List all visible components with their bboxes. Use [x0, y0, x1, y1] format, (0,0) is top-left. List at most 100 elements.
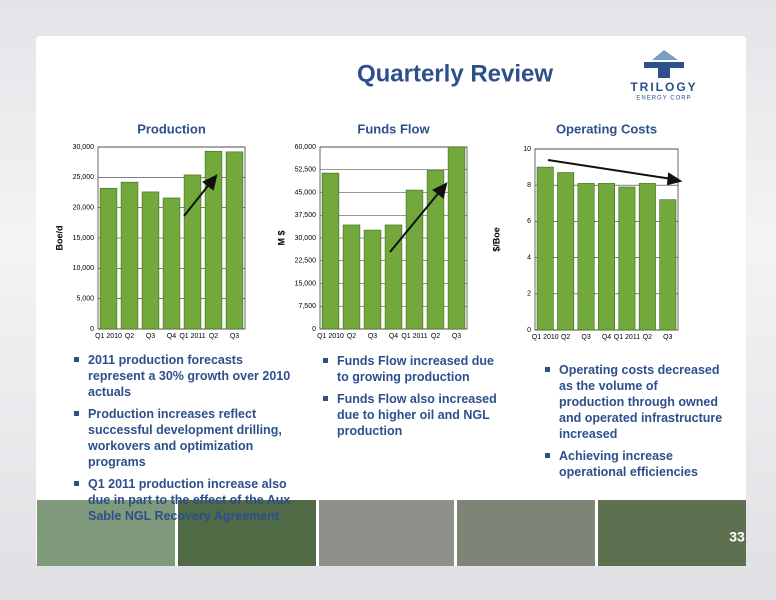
x-tick-label: Q4 [602, 334, 611, 341]
arrow-head [202, 174, 218, 191]
y-axis-label: $/Boe [491, 227, 501, 252]
x-tick-label: Q2 [347, 333, 356, 340]
bullet-list: 2011 production forecasts represent a 30… [74, 352, 294, 530]
y-tick-label: 30,000 [295, 235, 317, 242]
x-tick-label: Q3 [581, 334, 590, 341]
chart: Production Boe/d 0 5,000 10,000 15,000 20,000 2… [54, 121, 246, 340]
trend-arrow [547, 159, 673, 180]
bullet: Production increases reflect successful … [74, 406, 294, 470]
bar [577, 183, 595, 331]
x-tick-label: Q2 [431, 333, 440, 340]
photo-strip [37, 500, 746, 566]
photo [457, 500, 595, 566]
bar [618, 186, 636, 331]
bar [557, 172, 575, 331]
bullet: Achieving increase operational efficienc… [545, 448, 725, 480]
bullet: Operating costs decreased as the volume … [545, 362, 725, 442]
x-tick-label: Q1 2011 [614, 334, 640, 341]
bar [447, 146, 466, 330]
chart-title: Production [137, 121, 206, 136]
x-tick-label: Q2 [643, 334, 652, 341]
x-tick-label: Q3 [146, 333, 155, 340]
y-tick-label: 22,500 [295, 258, 317, 265]
photo [178, 500, 316, 566]
x-tick-label: Q3 [663, 334, 672, 341]
logo-name: TRILOGY [630, 80, 697, 94]
bullet: Q1 2011 production increase also due in … [74, 476, 294, 524]
logo-peak [652, 50, 678, 60]
y-tick-label: 37,500 [295, 212, 317, 219]
logo-bar [644, 62, 684, 68]
photo [319, 500, 454, 566]
x-tick-label: Q1 2010 [317, 333, 344, 340]
y-tick-label: 15,000 [73, 235, 95, 242]
y-tick-label: 0 [312, 326, 316, 333]
photo [598, 500, 746, 566]
bar [426, 169, 445, 330]
bullet: 2011 production forecasts represent a 30… [74, 352, 294, 400]
bar [162, 197, 181, 330]
y-tick-label: 8 [527, 182, 531, 189]
y-tick-label: 7,500 [298, 303, 316, 310]
bar [141, 191, 160, 330]
y-tick-label: 45,000 [295, 189, 317, 196]
x-tick-label: Q3 [230, 333, 239, 340]
y-tick-label: 10,000 [73, 265, 95, 272]
x-tick-label: Q4 [389, 333, 398, 340]
bullet: Funds Flow also increased due to higher … [323, 391, 503, 439]
x-tick-label: Q4 [167, 333, 176, 340]
bar [120, 181, 139, 330]
y-tick-label: 10 [523, 146, 531, 153]
bar [99, 187, 118, 330]
trend-arrow [183, 181, 212, 217]
bar [536, 166, 554, 331]
y-tick-label: 0 [90, 326, 94, 333]
x-tick-label: Q2 [125, 333, 134, 340]
bar [384, 224, 403, 330]
y-tick-label: 4 [527, 254, 531, 261]
y-tick-label: 5,000 [76, 296, 94, 303]
y-axis-label: M $ [276, 230, 286, 245]
y-tick-label: 25,000 [73, 174, 95, 181]
y-tick-label: 30,000 [73, 144, 95, 151]
bar [638, 183, 656, 331]
bullet-list: Operating costs decreased as the volume … [545, 362, 725, 486]
logo-stem [658, 68, 670, 78]
y-tick-label: 60,000 [295, 144, 317, 151]
chart-title: Funds Flow [357, 121, 430, 136]
arrow-head [666, 172, 683, 186]
arrow-head [432, 182, 448, 199]
bar [183, 174, 202, 330]
x-tick-label: Q3 [368, 333, 377, 340]
bar [321, 172, 340, 330]
page-number: 33 [729, 529, 745, 545]
bar [363, 229, 382, 330]
x-tick-label: Q2 [561, 334, 570, 341]
chart-title: Operating Costs [556, 121, 657, 136]
y-axis-label: Boe/d [54, 225, 64, 250]
bar [659, 199, 677, 331]
y-tick-label: 15,000 [295, 280, 317, 287]
bar [204, 150, 223, 330]
bar [405, 189, 424, 330]
trend-arrows [183, 159, 683, 253]
bullet-list: Funds Flow increased due to growing prod… [323, 353, 503, 445]
trend-arrow [389, 189, 442, 253]
chart: Funds Flow M $ 0 7,500 15,000 22,500 30,000 37,… [276, 121, 468, 340]
x-tick-label: Q3 [452, 333, 461, 340]
y-tick-label: 52,500 [295, 167, 317, 174]
bar [225, 151, 244, 330]
bullet: Funds Flow increased due to growing prod… [323, 353, 503, 385]
y-tick-label: 20,000 [73, 205, 95, 212]
x-tick-label: Q1 2010 [532, 334, 559, 341]
y-tick-label: 0 [527, 327, 531, 334]
y-tick-label: 6 [527, 218, 531, 225]
logo-subtitle: ENERGY CORP [636, 96, 691, 102]
x-tick-label: Q1 2011 [179, 333, 205, 340]
photo [37, 500, 175, 566]
slide-title: Quarterly Review [357, 60, 553, 87]
bar [342, 224, 361, 330]
